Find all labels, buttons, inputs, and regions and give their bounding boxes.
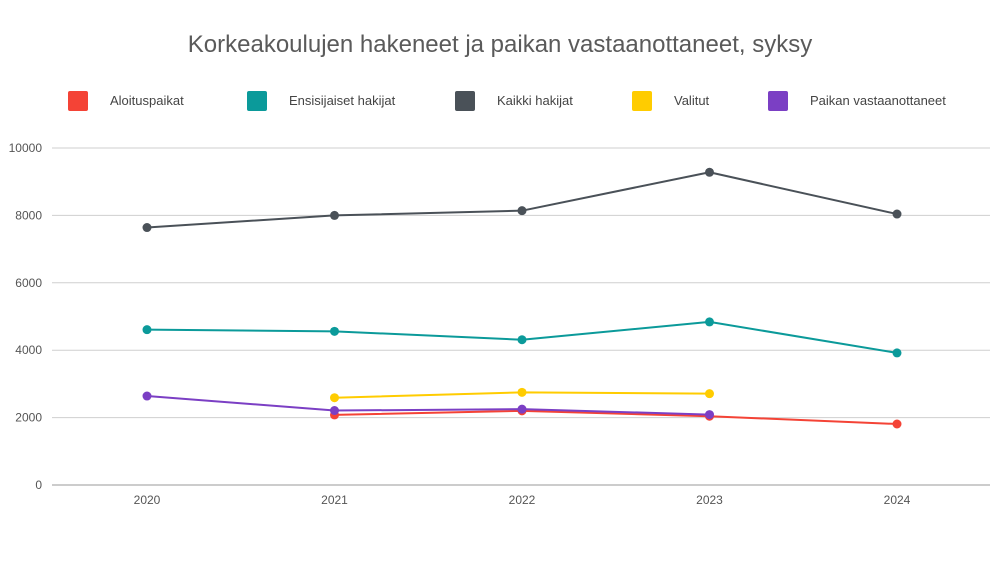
legend-item: Kaikki hakijat: [455, 91, 573, 111]
series-kaikki-hakijat: [142, 167, 902, 233]
x-tick-label: 2020: [134, 493, 161, 507]
y-tick-label: 10000: [9, 141, 43, 155]
legend-swatch: [455, 91, 475, 111]
series-line-paikan-vastaanottaneet: [146, 395, 710, 416]
series-layer: [142, 167, 902, 429]
chart-title: Korkeakoulujen hakeneet ja paikan vastaa…: [188, 31, 812, 58]
series-line-kaikki-hakijat: [146, 171, 898, 229]
legend-label: Aloituspaikat: [110, 93, 184, 108]
x-tick-label: 2021: [321, 493, 348, 507]
legend-label: Valitut: [674, 93, 710, 108]
data-point-paikan-vastaanottaneet: [142, 391, 152, 401]
series-paikan-vastaanottaneet: [142, 391, 714, 420]
data-point-aloituspaikat: [892, 419, 902, 429]
data-point-paikan-vastaanottaneet: [517, 404, 527, 414]
data-point-paikan-vastaanottaneet: [330, 406, 339, 416]
data-point-ensisijaiset-hakijat: [330, 326, 339, 336]
series-line-aloituspaikat: [334, 409, 898, 426]
data-point-valitut: [705, 389, 714, 399]
data-point-kaikki-hakijat: [517, 206, 527, 216]
legend-item: Valitut: [632, 91, 710, 111]
y-axis: 0 2000 4000 6000 8000 10000: [9, 141, 43, 492]
x-axis: 2020 2021 2022 2023 2024: [134, 493, 911, 507]
gridlines: [52, 147, 990, 486]
y-tick-label: 2000: [15, 411, 42, 425]
legend-swatch: [247, 91, 267, 111]
legend-item: Ensisijaiset hakijat: [247, 91, 396, 111]
series-ensisijaiset-hakijat: [142, 317, 902, 358]
data-point-ensisijaiset-hakijat: [705, 317, 714, 327]
x-tick-label: 2023: [696, 493, 723, 507]
y-tick-label: 8000: [15, 208, 42, 222]
x-tick-label: 2024: [884, 493, 911, 507]
legend-swatch: [68, 91, 88, 111]
data-point-valitut: [517, 387, 527, 397]
legend-swatch: [632, 91, 652, 111]
legend-label: Kaikki hakijat: [497, 93, 573, 108]
chart-legend: Aloituspaikat Ensisijaiset hakijat Kaikki …: [68, 91, 946, 111]
legend-item: Aloituspaikat: [68, 91, 184, 111]
y-tick-label: 6000: [15, 276, 42, 290]
legend-label: Ensisijaiset hakijat: [289, 93, 396, 108]
data-point-valitut: [330, 393, 339, 403]
data-point-kaikki-hakijat: [705, 167, 714, 177]
data-point-paikan-vastaanottaneet: [705, 410, 714, 420]
data-point-ensisijaiset-hakijat: [517, 335, 527, 345]
legend-item: Paikan vastaanottaneet: [768, 91, 946, 111]
data-point-kaikki-hakijat: [142, 223, 152, 233]
data-point-ensisijaiset-hakijat: [142, 325, 152, 335]
legend-label: Paikan vastaanottaneet: [810, 93, 946, 108]
series-valitut: [330, 387, 714, 403]
data-point-ensisijaiset-hakijat: [892, 348, 902, 358]
y-tick-label: 0: [35, 478, 42, 492]
x-tick-label: 2022: [509, 493, 536, 507]
data-point-kaikki-hakijat: [892, 209, 902, 219]
legend-swatch: [768, 91, 788, 111]
data-point-kaikki-hakijat: [330, 210, 339, 220]
y-tick-label: 4000: [15, 343, 42, 357]
